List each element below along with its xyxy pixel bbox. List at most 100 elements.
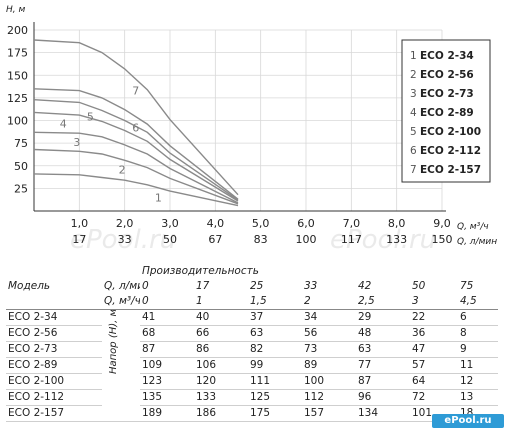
head-value: 6 <box>458 309 499 326</box>
table-row: Модель Q, л/мин0 17 25 33 42 50 75 <box>6 279 498 294</box>
y-tick-label: 100 <box>7 115 28 128</box>
head-value: 186 <box>194 405 248 422</box>
head-value: 41 <box>140 309 194 326</box>
head-value: 73 <box>302 341 356 358</box>
curve-label: 7 <box>132 84 139 97</box>
curve-eco-2-157 <box>33 39 239 196</box>
model-name: ECO 2-56 <box>6 325 102 342</box>
table-row: ECO 2-56 68 66 63 56 48 36 8 <box>6 325 499 342</box>
flow-m3h-value: 1,5 <box>248 294 302 310</box>
table-row: ECO 2-73 87 86 82 73 63 47 9 <box>6 341 499 358</box>
head-value: 22 <box>410 309 458 326</box>
x-tick-label-secondary: 100 <box>296 233 317 246</box>
head-value: 123 <box>140 373 194 390</box>
table-row: ECO 2-34 Напор (H), м 41 40 37 34 29 22 6 <box>6 309 499 422</box>
y-tick-label: 150 <box>7 69 28 82</box>
head-value: 57 <box>410 357 458 374</box>
head-value: 86 <box>194 341 248 358</box>
legend-number: 5 <box>410 126 417 138</box>
legend-entry: ECO 2-89 <box>420 107 474 119</box>
model-name: ECO 2-89 <box>6 357 102 374</box>
head-value: 11 <box>458 357 499 374</box>
curve-label: 6 <box>132 121 139 134</box>
x-tick-label-secondary: 33 <box>118 233 132 246</box>
head-value: 63 <box>248 325 302 342</box>
head-value: 47 <box>410 341 458 358</box>
curve-label: 2 <box>119 163 126 176</box>
x-tick-label-primary: 4,0 <box>207 217 225 230</box>
x-tick-label-secondary: 150 <box>432 233 453 246</box>
x-tick-label-secondary: 117 <box>341 233 362 246</box>
head-value: 112 <box>302 389 356 406</box>
head-value: 175 <box>248 405 302 422</box>
head-value: 109 <box>140 357 194 374</box>
y-axis-label: H, м <box>6 5 25 15</box>
table-cell <box>102 264 140 279</box>
model-name: ECO 2-112 <box>6 389 102 406</box>
head-value: 77 <box>356 357 410 374</box>
performance-header: Производительность <box>142 265 259 277</box>
curve-eco-2-89 <box>33 111 239 202</box>
head-value: 99 <box>248 357 302 374</box>
head-value: 157 <box>302 405 356 422</box>
legend-number: 2 <box>410 69 417 81</box>
head-value: 9 <box>458 341 499 358</box>
head-value: 12 <box>458 373 499 390</box>
table-row: ECO 2-89 109 106 99 89 77 57 11 <box>6 357 499 374</box>
curve-eco-2-112 <box>33 88 239 200</box>
flow-lmin-value: 75 <box>460 280 474 292</box>
head-value: 63 <box>356 341 410 358</box>
model-name: ECO 2-34 <box>6 309 102 326</box>
head-value: 8 <box>458 325 499 342</box>
legend-box <box>401 39 491 183</box>
x-axis-label-primary: Q, м³/ч <box>457 222 489 232</box>
head-value: 56 <box>302 325 356 342</box>
legend-entry: ECO 2-56 <box>420 69 474 81</box>
head-value: 37 <box>248 309 302 326</box>
model-name: ECO 2-100 <box>6 373 102 390</box>
curve-label: 4 <box>60 117 67 130</box>
x-tick-label-primary: 5,0 <box>252 217 270 230</box>
y-tick-label: 75 <box>14 137 28 150</box>
curve-label: 1 <box>155 192 162 205</box>
flow-lmin-label: Q, л/мин <box>104 280 140 292</box>
legend-number: 7 <box>410 164 417 176</box>
legend-entry: ECO 2-157 <box>420 164 481 176</box>
legend-entry: ECO 2-34 <box>420 50 474 62</box>
curve-label: 5 <box>87 110 94 123</box>
x-tick-label-primary: 8,0 <box>388 217 406 230</box>
head-value: 134 <box>356 405 410 422</box>
legend-number: 6 <box>410 145 417 157</box>
curve-eco-2-73 <box>33 131 239 204</box>
x-tick-label-primary: 1,0 <box>71 217 89 230</box>
model-name: ECO 2-73 <box>6 341 102 358</box>
curve-eco-2-34 <box>33 173 239 207</box>
x-tick-label-secondary: 133 <box>386 233 407 246</box>
curve-label: 3 <box>73 136 80 149</box>
head-value: 68 <box>140 325 194 342</box>
head-value: 13 <box>458 389 499 406</box>
y-tick-label: 175 <box>7 47 28 60</box>
legend-number: 4 <box>410 107 417 119</box>
watermark: ePool.ru <box>70 225 176 255</box>
y-tick-label: 25 <box>14 182 28 195</box>
head-label: Напор (H), м <box>108 309 119 375</box>
flow-m3h-value: 0 <box>140 294 194 310</box>
head-value: 189 <box>140 405 194 422</box>
x-tick-label-secondary: 17 <box>72 233 86 246</box>
head-value: 36 <box>410 325 458 342</box>
x-tick-label-secondary: 50 <box>163 233 177 246</box>
legend-entry: ECO 2-73 <box>420 88 474 100</box>
head-value: 125 <box>248 389 302 406</box>
y-tick-label: 125 <box>7 92 28 105</box>
watermark: ePool.ru <box>330 225 436 255</box>
table-row: Производительность <box>6 264 498 279</box>
head-value: 87 <box>140 341 194 358</box>
x-tick-label-primary: 2,0 <box>116 217 134 230</box>
head-value: 82 <box>248 341 302 358</box>
x-tick-label-primary: 3,0 <box>161 217 179 230</box>
table-row: Q, м³/ч 0 1 1,5 2 2,5 3 4,5 <box>6 294 499 310</box>
head-value: 96 <box>356 389 410 406</box>
